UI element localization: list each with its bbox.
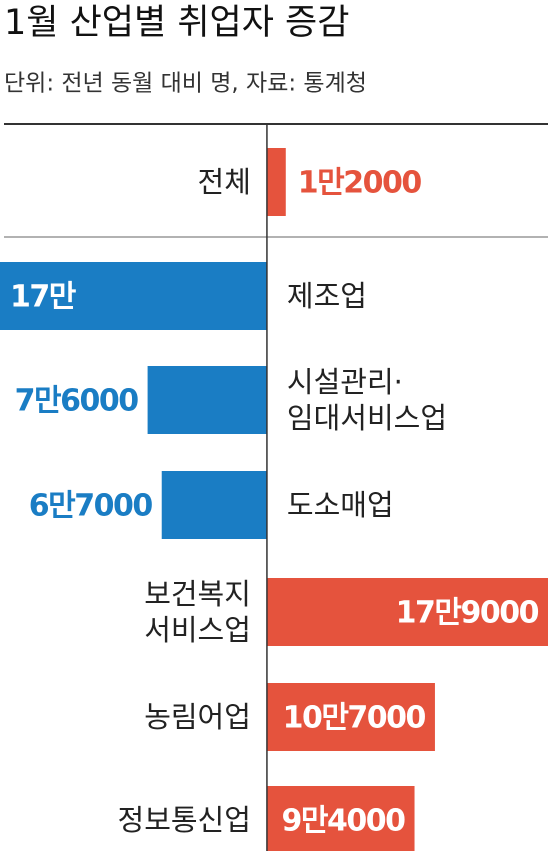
category-label: 정보통신업 (118, 803, 251, 837)
category-label: 서비스업 (144, 613, 251, 647)
category-label: 제조업 (287, 279, 367, 313)
category-label: 보건복지 (144, 577, 251, 611)
category-label: 농림어업 (144, 700, 251, 734)
chart-title: 1월 산업별 취업자 증감 (4, 3, 349, 43)
value-label: 17만 (10, 280, 77, 315)
value-label: 7만6000 (15, 384, 139, 419)
bar (266, 683, 435, 751)
bar (266, 786, 415, 851)
bar (161, 471, 267, 539)
value-label: 10만7000 (283, 701, 426, 736)
value-label: 6만7000 (29, 489, 153, 524)
value-label: 9만4000 (282, 804, 406, 839)
category-label: 도소매업 (287, 488, 394, 522)
category-label: 시설관리· (287, 365, 403, 399)
bar (147, 366, 267, 434)
bar (0, 262, 267, 330)
value-label: 17만9000 (396, 596, 539, 631)
category-label: 전체 (198, 165, 251, 199)
bar (266, 578, 548, 646)
bar (266, 148, 286, 216)
category-label: 임대서비스업 (287, 401, 447, 435)
value-label: 1만2000 (298, 166, 422, 201)
chart-subtitle: 단위: 전년 동월 대비 명, 자료: 통계청 (4, 71, 367, 97)
